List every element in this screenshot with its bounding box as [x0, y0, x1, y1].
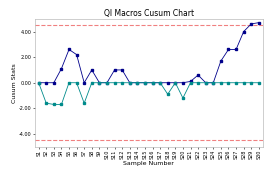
Title: QI Macros Cusum Chart: QI Macros Cusum Chart [104, 9, 194, 18]
X-axis label: Sample Number: Sample Number [123, 161, 174, 166]
Y-axis label: Cusum Stats: Cusum Stats [12, 63, 17, 103]
